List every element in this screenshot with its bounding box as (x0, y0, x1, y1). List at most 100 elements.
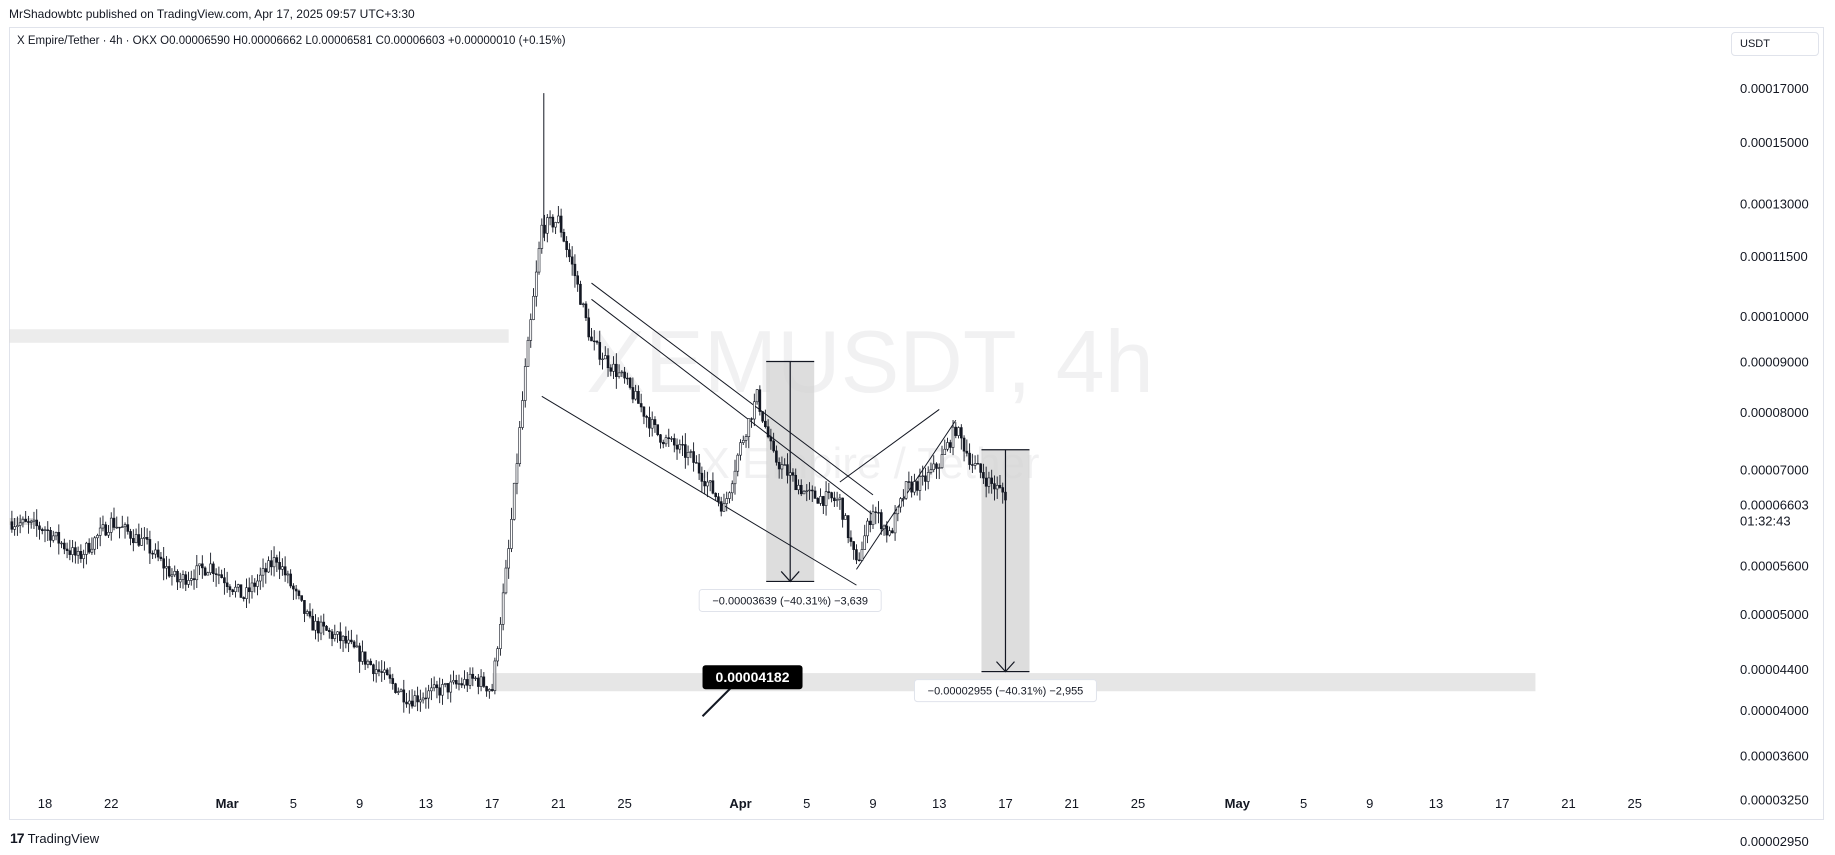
candle (457, 674, 461, 691)
candle (540, 218, 544, 254)
candle (242, 596, 246, 602)
candle (907, 471, 911, 490)
candle (882, 524, 886, 536)
measure-1-label: −0.00003639 (−40.31%) −3,639 (712, 595, 868, 607)
candle (247, 577, 251, 604)
candle (223, 568, 226, 595)
candle (725, 491, 729, 512)
candle (270, 550, 273, 576)
candle (824, 481, 828, 516)
candle (454, 674, 458, 689)
candle (772, 432, 775, 453)
x-axis-tick: 21 (551, 796, 565, 811)
candle (816, 497, 820, 504)
candle (885, 521, 889, 543)
candle (579, 280, 582, 305)
candle (799, 479, 803, 497)
candle (372, 663, 375, 682)
x-axis-tick: Apr (729, 796, 751, 811)
candle (590, 327, 593, 342)
candle (957, 426, 960, 439)
candle (830, 491, 833, 503)
candle (250, 575, 254, 599)
candle (123, 522, 127, 539)
candle (137, 523, 141, 547)
candle (308, 603, 312, 619)
candle (924, 467, 927, 491)
candle (355, 634, 359, 648)
candle (551, 214, 555, 233)
candle (267, 556, 270, 573)
candle (573, 254, 577, 288)
channel-lower-line (541, 395, 857, 586)
candle (319, 615, 323, 641)
candle (841, 497, 844, 528)
candle (645, 414, 648, 428)
candle (634, 384, 637, 401)
candle (719, 496, 723, 517)
candle (755, 389, 759, 405)
candle (49, 527, 52, 548)
candle (659, 433, 662, 449)
candle (642, 406, 646, 425)
candle (13, 517, 16, 536)
symbol-ohlc-legend[interactable]: X Empire/Tether · 4h · OKX O0.00006590 H… (17, 35, 566, 47)
candle (678, 439, 682, 454)
candle (982, 463, 985, 484)
candle (515, 453, 519, 495)
candle (65, 542, 69, 559)
candle (650, 411, 654, 437)
candle (888, 526, 891, 537)
candle (452, 670, 455, 685)
x-axis-tick: 9 (1366, 796, 1373, 811)
x-axis-tick: 25 (617, 796, 631, 811)
candle (877, 501, 880, 524)
x-axis-tick: 13 (419, 796, 433, 811)
x-axis-tick: 25 (1628, 796, 1642, 811)
candle (292, 583, 295, 601)
candle (399, 688, 403, 693)
candle (352, 639, 356, 649)
candle (827, 482, 831, 500)
candle (336, 631, 339, 643)
candle (145, 528, 149, 545)
candle (178, 572, 182, 589)
candle (802, 490, 806, 495)
candle (90, 537, 94, 555)
candle (562, 228, 566, 243)
candle (664, 434, 668, 447)
candle (581, 302, 585, 308)
tradingview-footer[interactable]: 17 TradingView (10, 830, 99, 846)
candle (661, 439, 665, 449)
currency-button[interactable]: USDT (1731, 32, 1819, 56)
candle (29, 519, 33, 529)
candle (670, 436, 673, 443)
candle (874, 506, 878, 525)
x-axis-tick: May (1225, 796, 1251, 811)
candle (322, 613, 326, 636)
candle (672, 433, 676, 453)
candle (388, 667, 392, 684)
candle (57, 524, 61, 555)
candle (722, 493, 726, 512)
candle (256, 574, 259, 596)
candle (303, 600, 306, 623)
candle (402, 679, 406, 713)
candle (74, 541, 77, 564)
candle (341, 635, 345, 652)
candle (173, 565, 177, 578)
candle (441, 678, 444, 705)
candle (488, 688, 491, 699)
y-axis-tick: 0.00011500 (1740, 249, 1808, 264)
candle (134, 528, 138, 544)
candle (93, 536, 96, 555)
left-edge-zone-marker (9, 518, 33, 525)
candle (993, 475, 996, 501)
x-axis-tick: Mar (216, 796, 239, 811)
candle (534, 260, 538, 307)
candle (278, 551, 281, 580)
candle (443, 682, 447, 688)
candle (314, 614, 317, 640)
candle (794, 468, 798, 491)
